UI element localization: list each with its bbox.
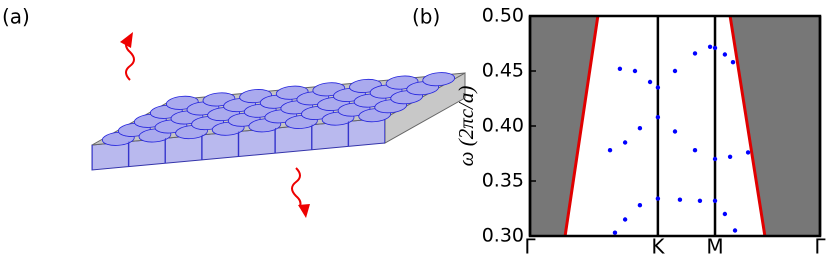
light-line — [728, 15, 767, 237]
band-point — [707, 44, 713, 49]
panel-label: (a) — [2, 5, 30, 29]
band-point — [732, 228, 738, 233]
emission-arrow — [125, 39, 135, 81]
light-line — [563, 15, 600, 237]
band-point — [637, 203, 643, 208]
band-point — [692, 51, 698, 56]
arrow-head — [298, 204, 310, 218]
band-point — [612, 230, 618, 235]
light-cone — [730, 16, 820, 236]
air-hole — [422, 72, 456, 87]
band-point — [655, 196, 661, 201]
y-tick-label: 0.30 — [482, 225, 524, 247]
x-tick-label: Γ — [524, 235, 536, 259]
band-point — [722, 211, 728, 217]
panel-label: (b) — [412, 5, 440, 29]
y-tick-label: 0.50 — [482, 5, 524, 27]
band-point — [745, 150, 751, 155]
light-cone — [530, 16, 598, 236]
y-tick-label: 0.35 — [482, 170, 524, 192]
y-tick-label: 0.40 — [482, 115, 524, 137]
plot-frame — [528, 14, 822, 238]
band-point — [697, 198, 703, 203]
arrow-head — [120, 32, 133, 48]
band-point — [730, 60, 736, 65]
band-point — [727, 154, 733, 159]
x-tick-label: M — [706, 235, 723, 259]
band-point — [622, 140, 628, 145]
band-point — [712, 156, 718, 162]
slab-illustration — [91, 32, 466, 218]
x-tick-label: K — [651, 235, 665, 259]
band-point — [722, 52, 728, 57]
band-point — [712, 45, 718, 51]
band-point — [655, 115, 661, 120]
y-axis-label: ω (2πc/a) — [454, 86, 478, 167]
band-point — [637, 126, 643, 131]
band-point — [712, 198, 718, 203]
emission-arrow — [291, 167, 302, 207]
band-point — [632, 68, 638, 74]
band-point — [607, 148, 613, 153]
band-point — [692, 148, 698, 153]
band-point — [617, 66, 623, 72]
band-point — [647, 79, 653, 85]
y-tick-label: 0.45 — [482, 60, 524, 82]
band-point — [672, 68, 678, 74]
x-tick-label: Γ — [814, 235, 826, 259]
band-point — [622, 217, 628, 222]
band-point — [655, 85, 661, 90]
band-point — [672, 129, 678, 134]
band-point — [677, 197, 683, 202]
